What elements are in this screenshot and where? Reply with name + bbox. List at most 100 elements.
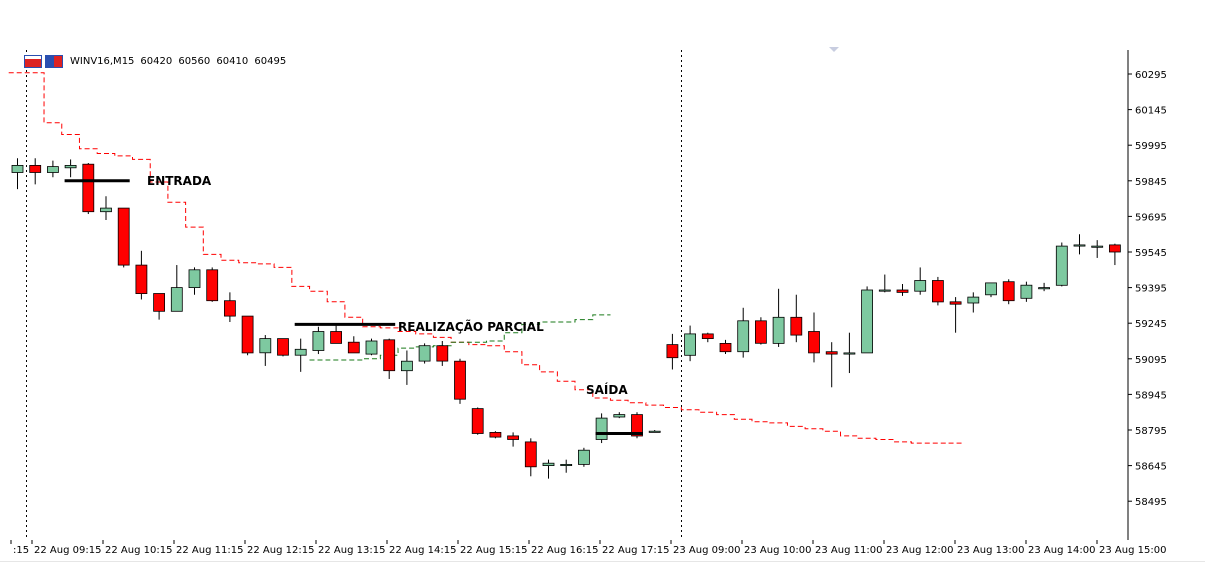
stop-line-up [309,314,611,361]
time-tick-label: 22 Aug 12:15 [247,545,314,556]
candle-body-bear [471,408,484,434]
price-tick-label: 59395 [1135,284,1167,295]
candle-body-bull [418,345,431,362]
candle-body-bull [967,296,980,304]
time-tick-label: 22 Aug 11:15 [176,545,243,556]
price-tick-label: 59695 [1135,212,1167,223]
candle [383,338,396,379]
candle-body-bear [825,351,838,355]
chart-colors-icon[interactable] [45,54,63,68]
time-tick-label: 22 Aug 14:15 [389,545,456,556]
candle [11,158,24,190]
candle-body-bull [578,449,590,465]
price-tick-label: 58645 [1135,462,1167,473]
candle [878,274,891,293]
chart-separators [26,50,682,537]
candle [648,430,661,433]
candle [82,163,95,215]
candle [206,267,219,302]
time-tick-label: 23 Aug 13:00 [957,545,1024,556]
time-axis[interactable]: :15 22 Aug 09:15 22 Aug 10:15 22 Aug 11:15 2… [10,540,1166,556]
candle-body-bear [223,300,236,317]
price-tick-label: 60145 [1135,106,1167,117]
price-tick-label: 59545 [1135,248,1167,259]
candle [666,333,679,370]
window-icon[interactable] [24,54,42,68]
candle-body-bull [312,331,325,351]
candle-body-bear [347,341,360,354]
candle-body-bear [454,360,466,400]
candle-body-bear [755,320,767,344]
ohlc-close: 60495 [254,55,287,67]
candle [259,335,272,366]
candle-body-bear [666,344,679,359]
candle-body-bull [400,360,413,372]
candle-body-bull [1020,284,1033,299]
chart-header: WINV16,M15 60420 60560 60410 60495 [24,54,289,68]
candle-body-bear [241,315,254,354]
annotation-label: SAÍDA [586,382,628,397]
trailing-stop-lines [8,72,965,444]
candle [347,336,360,354]
candle-body-bear [135,264,148,295]
candle-body-bull [1055,245,1068,286]
candle [418,343,431,364]
candle-body-bear [631,414,643,437]
time-tick-label: 23 Aug 11:00 [815,545,882,556]
candle-body-bear [383,339,396,372]
candle [188,267,201,295]
candle-body-bull [861,289,873,354]
candle [595,413,608,444]
candle-body-bull [648,430,661,433]
candle [1055,242,1068,287]
stop-line-down [8,72,965,444]
candle-body-bear [277,338,289,356]
candle [436,341,449,366]
candle [755,317,767,345]
candle [1020,281,1033,302]
candle-body-bull [100,207,112,213]
price-tick-label: 58945 [1135,390,1167,401]
candle [542,459,555,479]
candle-body-bull [47,166,59,173]
time-tick-label: 22 Aug 13:15 [318,545,385,556]
candle [277,338,289,357]
candle [29,158,42,185]
candle [560,459,573,473]
ohlc-low: 60410 [216,55,249,67]
bottom-divider [0,561,1205,562]
candle [949,297,962,333]
candle-body-bear [701,333,714,339]
candle [1002,279,1015,305]
price-axis[interactable]: 60295 60145 59995 59845 59695 59545 59395 59245… [1127,50,1167,540]
candle [294,338,307,372]
candle [454,358,466,404]
candle [223,292,236,323]
annotation-label: REALIZAÇÃO PARCIAL [398,319,544,334]
price-tick-label: 58795 [1135,426,1167,437]
candle [135,250,148,300]
candle [1038,282,1050,292]
candle-body-bear [524,441,537,468]
time-tick-label: 22 Aug 09:15 [34,545,101,556]
time-tick-label: 22 Aug 17:15 [602,545,669,556]
candle [719,339,732,355]
time-tick-label: 22 Aug 16:15 [531,545,598,556]
candle [507,432,520,447]
candle-body-bull [1091,245,1104,248]
candle [701,332,714,343]
candle-body-bull [914,280,927,292]
candle [825,342,838,388]
candle [896,284,909,296]
candle [524,438,537,477]
candle [932,276,944,306]
candle-body-bear [1002,281,1015,302]
candle [117,207,130,268]
candle [100,196,112,220]
candle [64,159,77,178]
chart-shift-marker-icon[interactable] [829,47,839,52]
ohlc-high: 60560 [178,55,211,67]
price-chart[interactable]: ENTRADA REALIZAÇÃO PARCIAL SAÍDA 60295 6014… [0,0,1205,562]
ohlc-values: 60420 60560 60410 60495 [140,56,289,67]
candle-body-bear [507,435,520,440]
